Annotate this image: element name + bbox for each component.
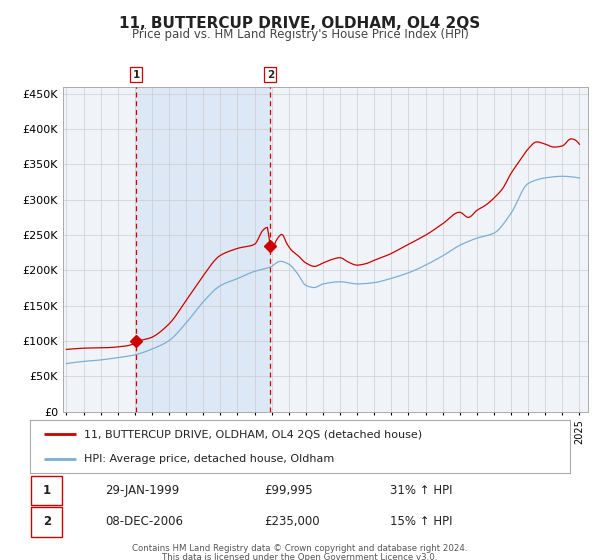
Text: £235,000: £235,000: [264, 515, 320, 529]
Bar: [136, 87, 270, 412]
Text: 1: 1: [43, 484, 51, 497]
Text: 2: 2: [266, 70, 274, 80]
Text: Contains HM Land Registry data © Crown copyright and database right 2024.: Contains HM Land Registry data © Crown c…: [132, 544, 468, 553]
Text: £99,995: £99,995: [264, 484, 313, 497]
Text: 2: 2: [43, 515, 51, 529]
Text: Price paid vs. HM Land Registry's House Price Index (HPI): Price paid vs. HM Land Registry's House …: [131, 28, 469, 41]
Text: 11, BUTTERCUP DRIVE, OLDHAM, OL4 2QS: 11, BUTTERCUP DRIVE, OLDHAM, OL4 2QS: [119, 16, 481, 31]
Text: 08-DEC-2006: 08-DEC-2006: [105, 515, 183, 529]
Text: This data is licensed under the Open Government Licence v3.0.: This data is licensed under the Open Gov…: [163, 553, 437, 560]
Text: 31% ↑ HPI: 31% ↑ HPI: [390, 484, 452, 497]
Text: 11, BUTTERCUP DRIVE, OLDHAM, OL4 2QS (detached house): 11, BUTTERCUP DRIVE, OLDHAM, OL4 2QS (de…: [84, 430, 422, 440]
Text: 15% ↑ HPI: 15% ↑ HPI: [390, 515, 452, 529]
Text: HPI: Average price, detached house, Oldham: HPI: Average price, detached house, Oldh…: [84, 454, 334, 464]
Text: 29-JAN-1999: 29-JAN-1999: [105, 484, 179, 497]
Text: 1: 1: [133, 70, 140, 80]
